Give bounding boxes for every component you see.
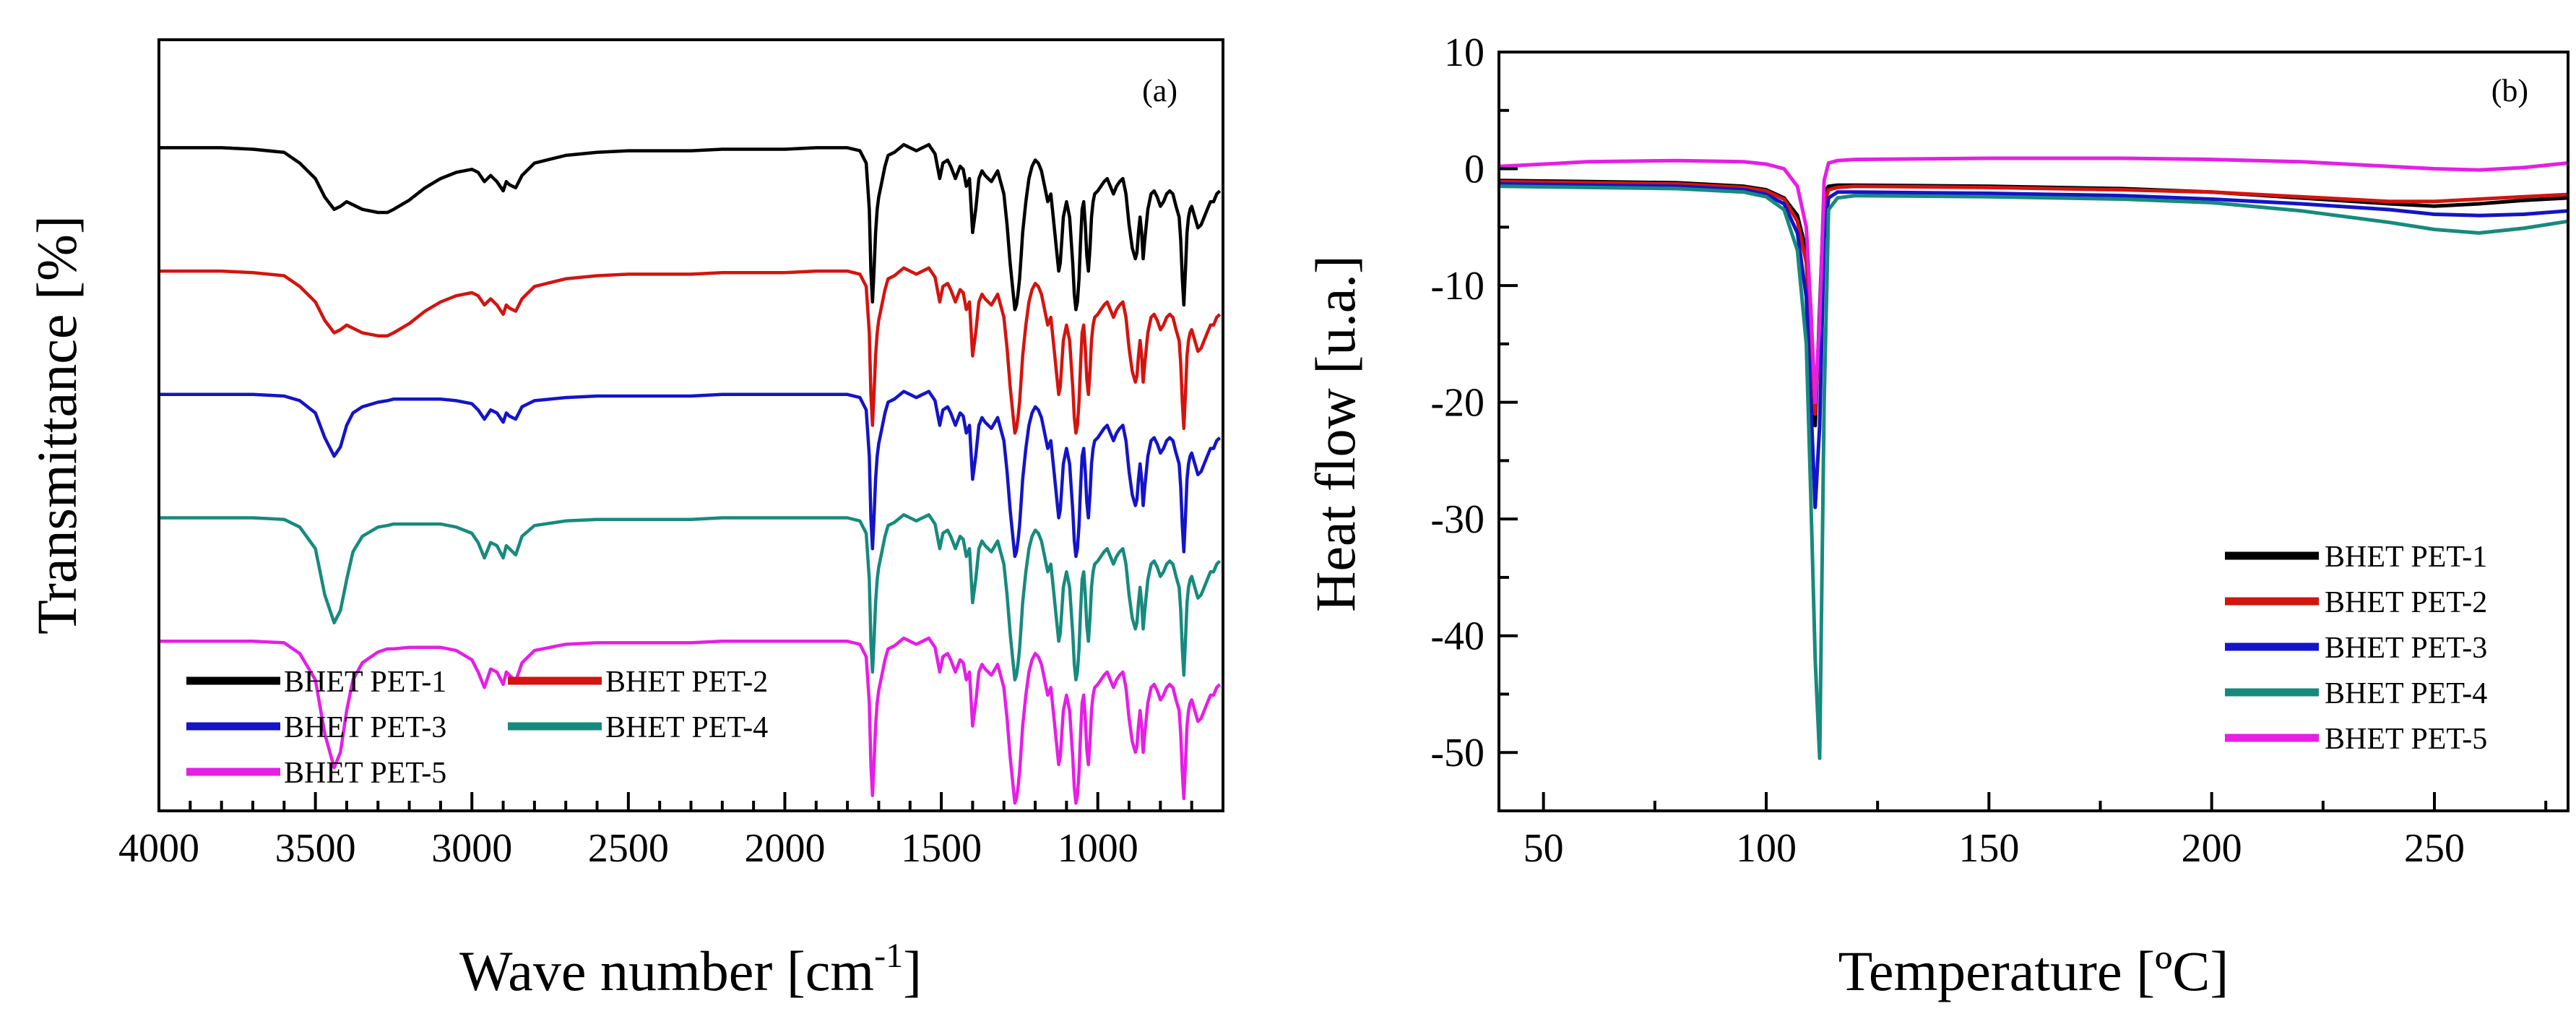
dsc-y-axis-title: Heat flow [u.a.] (1304, 255, 1367, 612)
dsc-curves (1498, 156, 2569, 760)
ftir-x-tick-label: 2000 (744, 826, 825, 871)
dsc-plot-frame (1497, 51, 2569, 812)
ftir-x-tick-label: 3000 (431, 826, 512, 871)
dsc-series-bhet-pet-1 (1498, 179, 2569, 428)
ftir-x-tick-label: 1000 (1058, 826, 1138, 871)
ftir-legend-label: BHET PET-5 (284, 757, 446, 790)
ftir-x-tick-label: 4000 (118, 826, 199, 871)
ftir-x-tick-label: 1500 (901, 826, 982, 871)
ftir-x-tick-label: 2500 (588, 826, 669, 871)
ftir-legend-label: BHET PET-1 (284, 666, 446, 699)
dsc-legend-label: BHET PET-5 (2325, 723, 2487, 756)
dsc-series-bhet-pet-3 (1498, 182, 2569, 510)
ftir-series-bhet-pet-3 (159, 390, 1222, 559)
ftir-panel-label: (a) (1142, 73, 1177, 108)
dsc-series-bhet-pet-2 (1498, 179, 2569, 416)
ftir-x-axis-title: Wave number [cm-1] (459, 937, 922, 1002)
ftir-legend: BHET PET-1 BHET PET-2 BHET PET-3 BHET PET-4… (186, 666, 768, 790)
dsc-x-tick-label: 200 (2182, 826, 2242, 871)
dsc-x-tick-label: 250 (2404, 826, 2465, 871)
dsc-x-tick-label: 100 (1736, 826, 1797, 871)
dsc-x-axis-title: Temperature [ºC] (1838, 940, 2229, 1002)
ftir-legend-label: BHET PET-3 (284, 711, 446, 744)
dsc-y-tick-label: 10 (1444, 30, 1484, 75)
dsc-series-bhet-pet-5 (1498, 156, 2569, 405)
dsc-series-bhet-pet-4 (1498, 184, 2569, 760)
ftir-legend-label: BHET PET-2 (605, 666, 768, 699)
dsc-y-tick-label: -30 (1430, 497, 1484, 542)
dsc-y-tick-label: -40 (1430, 614, 1484, 659)
ftir-series-bhet-pet-1 (159, 142, 1222, 311)
ftir-x-tick-label: 3500 (275, 826, 356, 871)
ftir-x-axis-title-close: ] (903, 940, 922, 1002)
ftir-x-ticks: 4000 3500 3000 2500 2000 1500 1000 (118, 792, 1224, 871)
ftir-series-bhet-pet-4 (159, 513, 1222, 682)
dsc-legend-label: BHET PET-3 (2325, 632, 2487, 665)
ftir-curves (159, 142, 1222, 805)
ftir-panel: 4000 3500 3000 2500 2000 1500 1000 (a) Wave nu… (25, 38, 1224, 1002)
dsc-x-tick-label: 150 (1958, 826, 2019, 871)
ftir-legend-label: BHET PET-4 (605, 711, 768, 744)
dsc-x-tick-label: 50 (1523, 826, 1564, 871)
dsc-y-tick-label: -10 (1430, 264, 1484, 309)
dsc-legend-label: BHET PET-4 (2325, 677, 2487, 710)
dsc-panel-label: (b) (2491, 73, 2528, 108)
dsc-y-tick-label: -20 (1430, 381, 1484, 426)
ftir-x-axis-title-main: Wave number [cm (459, 940, 874, 1002)
dsc-legend: BHET PET-1 BHET PET-2 BHET PET-3 BHET PET-4… (2225, 541, 2487, 756)
ftir-y-axis-title: Transmittance [%] (25, 215, 88, 635)
ftir-x-axis-title-superscript: -1 (874, 937, 903, 975)
dsc-y-tick-label: 0 (1464, 147, 1484, 192)
dsc-y-tick-label: -50 (1430, 731, 1484, 775)
dsc-legend-label: BHET PET-2 (2325, 586, 2487, 619)
ftir-series-bhet-pet-2 (159, 266, 1222, 435)
dsc-legend-label: BHET PET-1 (2325, 541, 2487, 574)
